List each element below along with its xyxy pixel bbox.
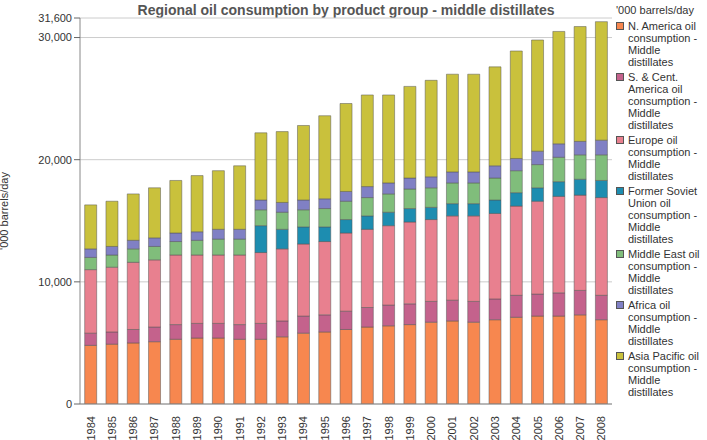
- svg-text:2001: 2001: [446, 416, 458, 440]
- svg-text:1985: 1985: [106, 416, 118, 440]
- html-text:Former Soviet Union oil consum: Former Soviet Union oil consumption - Mi…: [628, 185, 698, 245]
- html-text:Asia Pacific oil consumption -: Asia Pacific oil consumption - Middle di…: [628, 350, 699, 398]
- svg-text:30,000: 30,000: [38, 31, 72, 43]
- svg-text:2008: 2008: [595, 416, 607, 440]
- html-text:Africa oil consumption - Middl: Africa oil consumption - Middle distilla…: [628, 299, 698, 347]
- svg-text:2004: 2004: [510, 416, 522, 440]
- svg-text:31,600: 31,600: [38, 12, 72, 24]
- svg-text:1999: 1999: [404, 416, 416, 440]
- html-text:S. & Cent. America oil consump: S. & Cent. America oil consumption - Mid…: [628, 71, 698, 131]
- html-text:Regional oil consumption by pr: Regional oil consumption by product grou…: [137, 2, 555, 18]
- svg-text:1986: 1986: [127, 416, 139, 440]
- svg-text:2003: 2003: [489, 416, 501, 440]
- svg-text:1991: 1991: [234, 416, 246, 440]
- svg-text:20,000: 20,000: [38, 154, 72, 166]
- svg-text:1994: 1994: [297, 416, 309, 440]
- svg-text:1995: 1995: [319, 416, 331, 440]
- html-text:Middle East oil consumption -: Middle East oil consumption - Middle dis…: [628, 248, 700, 296]
- svg-text:1993: 1993: [276, 416, 288, 440]
- svg-text:1988: 1988: [170, 416, 182, 440]
- html-text:'000 barrels/day: '000 barrels/day: [616, 4, 694, 16]
- svg-text:2007: 2007: [574, 416, 586, 440]
- svg-text:10,000: 10,000: [38, 276, 72, 288]
- svg-text:2002: 2002: [468, 416, 480, 440]
- svg-text:2006: 2006: [553, 416, 565, 440]
- svg-text:1992: 1992: [255, 416, 267, 440]
- svg-text:'000 barrels/day: '000 barrels/day: [8, 172, 10, 250]
- svg-text:1989: 1989: [191, 416, 203, 440]
- svg-text:1998: 1998: [383, 416, 395, 440]
- svg-text:1984: 1984: [85, 416, 97, 440]
- svg-text:2000: 2000: [425, 416, 437, 440]
- svg-text:2005: 2005: [532, 416, 544, 440]
- svg-text:1997: 1997: [361, 416, 373, 440]
- svg-text:1996: 1996: [340, 416, 352, 440]
- svg-text:1987: 1987: [148, 416, 160, 440]
- svg-text:0: 0: [66, 398, 72, 410]
- html-text:Europe oil consumption - Middl: Europe oil consumption - Middle distilla…: [628, 134, 698, 182]
- svg-text:1990: 1990: [212, 416, 224, 440]
- html-text:N. America oil consumption - M: N. America oil consumption - Middle dist…: [628, 20, 698, 68]
